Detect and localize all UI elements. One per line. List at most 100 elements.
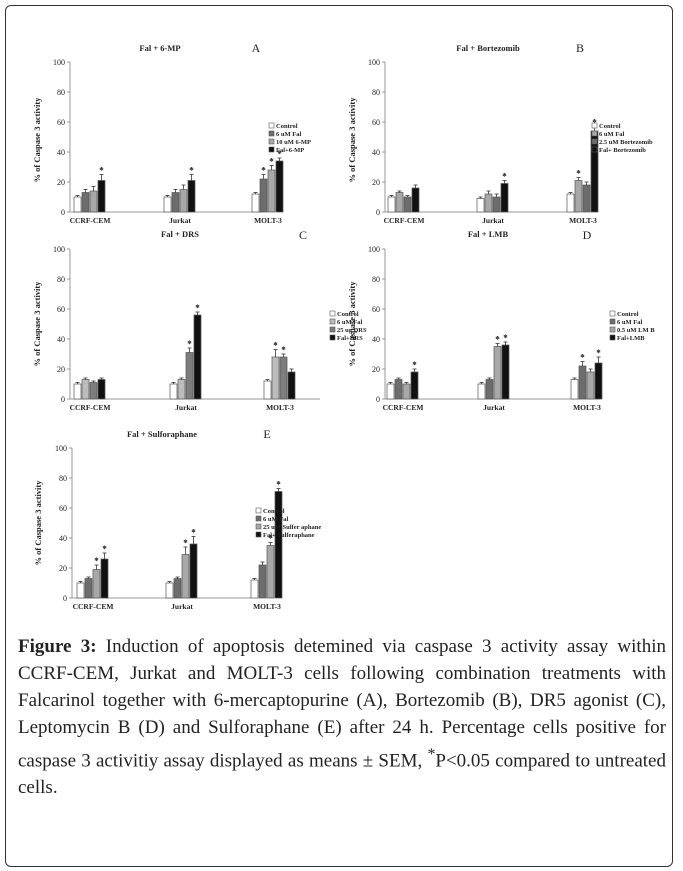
- chart-panel-B: 0 20 40 60 80 100 % of Caspase 3 activity Fal +…: [347, 41, 653, 225]
- bar: [179, 189, 188, 213]
- y-tick-label: 60: [57, 118, 65, 127]
- y-tick-label: 80: [59, 474, 67, 483]
- legend-label: Fal+LMB: [617, 335, 645, 342]
- legend-swatch: [609, 318, 616, 325]
- legend-swatch: [591, 138, 598, 145]
- y-tick-label: 100: [53, 245, 65, 254]
- y-tick-label: 0: [63, 594, 67, 603]
- significance-star: *: [281, 345, 286, 355]
- category-label: MOLT-3: [266, 403, 294, 412]
- y-tick-label: 40: [372, 148, 380, 157]
- y-tick-label: 60: [372, 305, 380, 314]
- bar: [477, 383, 486, 400]
- legend-label: Fal+ Bortezomib: [599, 147, 646, 154]
- y-tick-label: 60: [57, 305, 65, 314]
- bar: [81, 379, 90, 400]
- significance-star: *: [269, 157, 274, 167]
- legend-label: 6 uM Fal: [617, 319, 642, 326]
- y-tick-label: 0: [376, 395, 380, 404]
- panel-letter: D: [583, 228, 592, 242]
- legend-swatch: [268, 122, 275, 129]
- significance-star: *: [276, 480, 281, 490]
- legend-swatch: [591, 122, 598, 129]
- legend-swatch: [255, 523, 262, 530]
- bar: [81, 192, 90, 213]
- bar: [500, 183, 509, 213]
- y-tick-label: 80: [57, 275, 65, 284]
- legend-label: Fal+6-MP: [276, 147, 304, 154]
- bar: [173, 578, 182, 599]
- legend-label: 0.5 uM LM B: [617, 327, 655, 334]
- y-tick-label: 100: [53, 58, 65, 67]
- legend-swatch: [609, 326, 616, 333]
- category-label: CCRF-CEM: [73, 602, 114, 611]
- bar: [402, 383, 411, 400]
- category-label: CCRF-CEM: [70, 403, 111, 412]
- bar: [594, 362, 603, 400]
- category-label: CCRF-CEM: [383, 403, 424, 412]
- caption-text: Induction of apoptosis detemined via cas…: [18, 636, 666, 772]
- y-axis-label: % of Caspase 3 activity: [347, 97, 357, 183]
- bar: [574, 180, 583, 213]
- legend-swatch: [609, 310, 616, 317]
- significance-star: *: [189, 166, 194, 176]
- chart-panel-A: 0 20 40 60 80 100 % of Caspase 3 activity Fal +…: [32, 41, 311, 225]
- bar: [493, 346, 502, 400]
- significance-star: *: [183, 538, 188, 548]
- legend-swatch: [268, 138, 275, 145]
- figure-frame: [5, 5, 673, 867]
- y-tick-label: 80: [57, 88, 65, 97]
- legend-label: Control: [617, 311, 639, 318]
- chart-title: Fal + DRS: [161, 229, 199, 239]
- chart-panel-C: 0 20 40 60 80 100 % of Caspase 3 activity Fal +…: [32, 228, 367, 412]
- bar: [266, 545, 275, 599]
- legend-swatch: [268, 130, 275, 137]
- legend-swatch: [255, 515, 262, 522]
- significance-marker: *: [427, 746, 436, 763]
- bar: [484, 193, 493, 213]
- bar: [387, 196, 396, 213]
- bar: [279, 356, 288, 400]
- bar: [501, 344, 510, 400]
- significance-star: *: [277, 149, 282, 159]
- significance-star: *: [580, 353, 585, 363]
- y-axis-label: % of Caspase 3 activity: [347, 281, 357, 367]
- category-label: Jurkat: [482, 216, 504, 225]
- chart-panel-E: 0 20 40 60 80 100 % of Caspase 3 activity Fal +…: [33, 427, 321, 611]
- chart-panel-D: 0 20 40 60 80 100 % of Caspase 3 activity Fal +…: [347, 228, 655, 412]
- bar: [177, 379, 186, 400]
- legend-label: 6 uM Fal: [276, 131, 301, 138]
- category-label: MOLT-3: [573, 403, 601, 412]
- y-tick-label: 60: [372, 118, 380, 127]
- significance-star: *: [261, 166, 266, 176]
- y-tick-label: 40: [59, 534, 67, 543]
- bar: [181, 554, 190, 599]
- y-tick-label: 0: [61, 395, 65, 404]
- figure-caption: Figure 3: Induction of apoptosis detemin…: [18, 633, 666, 801]
- panel-letter: E: [263, 427, 270, 441]
- significance-star: *: [268, 534, 273, 544]
- bar: [411, 187, 420, 213]
- y-tick-label: 0: [61, 208, 65, 217]
- y-tick-label: 40: [372, 335, 380, 344]
- significance-star: *: [596, 348, 601, 358]
- y-axis-label: % of Caspase 3 activity: [32, 281, 42, 367]
- category-label: Jurkat: [171, 602, 193, 611]
- legend-swatch: [591, 130, 598, 137]
- charts-area: 0 20 40 60 80 100 % of Caspase 3 activity Fal +…: [32, 41, 655, 611]
- y-axis-label: % of Caspase 3 activity: [32, 97, 42, 183]
- caption-text-end: P<0.05 compared to untreated cells.: [18, 750, 666, 799]
- bar: [97, 180, 106, 213]
- bar: [193, 314, 202, 400]
- bar: [275, 160, 284, 213]
- bar: [171, 192, 180, 213]
- y-tick-label: 0: [376, 208, 380, 217]
- bar: [492, 196, 501, 213]
- legend-label: 10 uM 6-MP: [276, 139, 311, 146]
- bar: [586, 371, 595, 400]
- bar: [100, 558, 109, 599]
- y-tick-label: 40: [57, 335, 65, 344]
- bar: [263, 380, 272, 400]
- legend-label: 6 uM Fal: [263, 516, 288, 523]
- category-label: Jurkat: [483, 403, 505, 412]
